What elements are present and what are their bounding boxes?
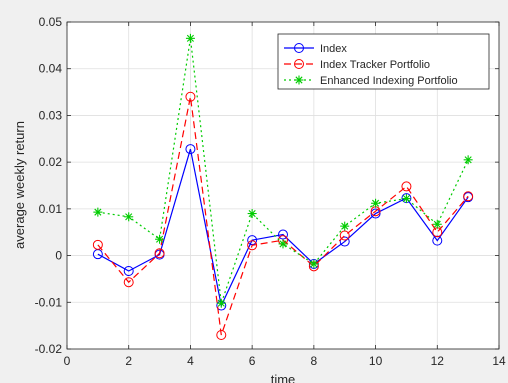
- y-tick-label: -0.02: [35, 342, 63, 356]
- data-point-index-tracker-portfolio: [247, 240, 258, 251]
- data-point-enhanced-indexing-portfolio: [93, 207, 103, 217]
- y-tick-label: 0.03: [39, 108, 63, 122]
- data-point-enhanced-indexing-portfolio: [340, 221, 350, 231]
- data-point-index-tracker-portfolio: [185, 91, 196, 102]
- y-axis-label: average weekly return: [12, 121, 27, 249]
- x-tick-label: 4: [187, 354, 194, 368]
- x-tick-label: 2: [125, 354, 132, 368]
- legend-marker-index: [294, 43, 304, 53]
- legend-entry-enhanced-indexing-portfolio: Enhanced Indexing Portfolio: [284, 75, 458, 87]
- data-point-index-tracker-portfolio: [123, 277, 134, 288]
- legend: Index Index Tracker Portfolio Enhanced Ind…: [277, 33, 490, 90]
- legend-label-enhanced-indexing-portfolio: Enhanced Indexing Portfolio: [320, 75, 458, 87]
- asterisk-stroke: [94, 208, 102, 216]
- data-point-index-tracker-portfolio: [216, 329, 227, 340]
- data-point-enhanced-indexing-portfolio: [216, 298, 226, 308]
- legend-label-index-tracker-portfolio: Index Tracker Portfolio: [320, 59, 430, 71]
- data-point-index: [432, 235, 443, 246]
- x-tick-label: 6: [249, 354, 256, 368]
- x-tick-label: 12: [431, 354, 445, 368]
- asterisk-stroke: [341, 222, 349, 230]
- data-point-enhanced-indexing-portfolio: [463, 155, 473, 165]
- data-point-index-tracker-portfolio: [401, 181, 412, 192]
- legend-marker-enhanced-indexing-portfolio: [294, 75, 304, 85]
- data-point-enhanced-indexing-portfolio: [432, 219, 442, 229]
- data-point-enhanced-indexing-portfolio: [185, 33, 195, 43]
- asterisk-stroke: [186, 34, 194, 42]
- data-point-enhanced-indexing-portfolio: [278, 239, 288, 249]
- asterisk-stroke: [402, 195, 410, 203]
- asterisk-stroke: [125, 213, 133, 221]
- x-tick-label: 14: [492, 354, 506, 368]
- data-point-index: [278, 229, 288, 240]
- y-tick-label: -0.01: [35, 295, 63, 309]
- asterisk-stroke: [310, 260, 318, 268]
- data-point-index-tracker-portfolio: [92, 239, 103, 250]
- axis-ticks: 0 2 4 6 8 10 12 14 -0.02 -0.01 0 0.01 0.02 0.03 0.04 0.…: [35, 15, 506, 368]
- data-point-index: [339, 236, 350, 247]
- asterisk-stroke: [295, 76, 303, 84]
- data-point-enhanced-indexing-portfolio: [124, 212, 134, 222]
- data-point-enhanced-indexing-portfolio: [155, 234, 165, 244]
- y-tick-label: 0.05: [39, 15, 63, 29]
- asterisk-stroke: [372, 199, 380, 207]
- data-point-index-tracker-portfolio: [463, 191, 474, 202]
- legend-entry-index-tracker-portfolio: Index Tracker Portfolio: [284, 59, 430, 71]
- y-tick-label: 0.04: [39, 62, 63, 76]
- data-point-index: [123, 265, 134, 276]
- data-point-enhanced-indexing-portfolio: [309, 259, 319, 269]
- x-tick-label: 8: [311, 354, 318, 368]
- y-tick-label: 0.01: [39, 202, 63, 216]
- data-point-enhanced-indexing-portfolio: [371, 198, 381, 208]
- asterisk-stroke: [156, 235, 164, 243]
- data-point-index: [185, 144, 196, 155]
- asterisk-stroke: [248, 209, 256, 218]
- asterisk-stroke: [433, 220, 441, 228]
- data-point-index-tracker-portfolio: [154, 248, 165, 259]
- series-layer: [92, 33, 474, 340]
- x-tick-label: 10: [369, 354, 383, 368]
- asterisk-stroke: [279, 240, 287, 248]
- y-tick-label: 0: [55, 249, 62, 263]
- data-point-enhanced-indexing-portfolio: [401, 194, 411, 204]
- axes-box: [66, 21, 500, 350]
- data-point-index-tracker-portfolio: [339, 230, 350, 241]
- legend-label-index: Index: [320, 43, 347, 55]
- data-point-index: [370, 208, 381, 219]
- data-point-index: [247, 235, 258, 246]
- data-point-enhanced-indexing-portfolio: [247, 209, 257, 219]
- legend-box: [277, 33, 490, 90]
- x-tick-label: 0: [64, 354, 71, 368]
- series-enhanced-indexing-portfolio: [93, 33, 473, 308]
- y-tick-label: 0.02: [39, 155, 63, 169]
- legend-entry-index: Index: [284, 43, 347, 55]
- asterisk-stroke: [464, 156, 472, 164]
- legend-marker-index-tracker-portfolio: [294, 59, 304, 69]
- asterisk-stroke: [217, 299, 225, 307]
- x-axis-label: time: [271, 372, 296, 383]
